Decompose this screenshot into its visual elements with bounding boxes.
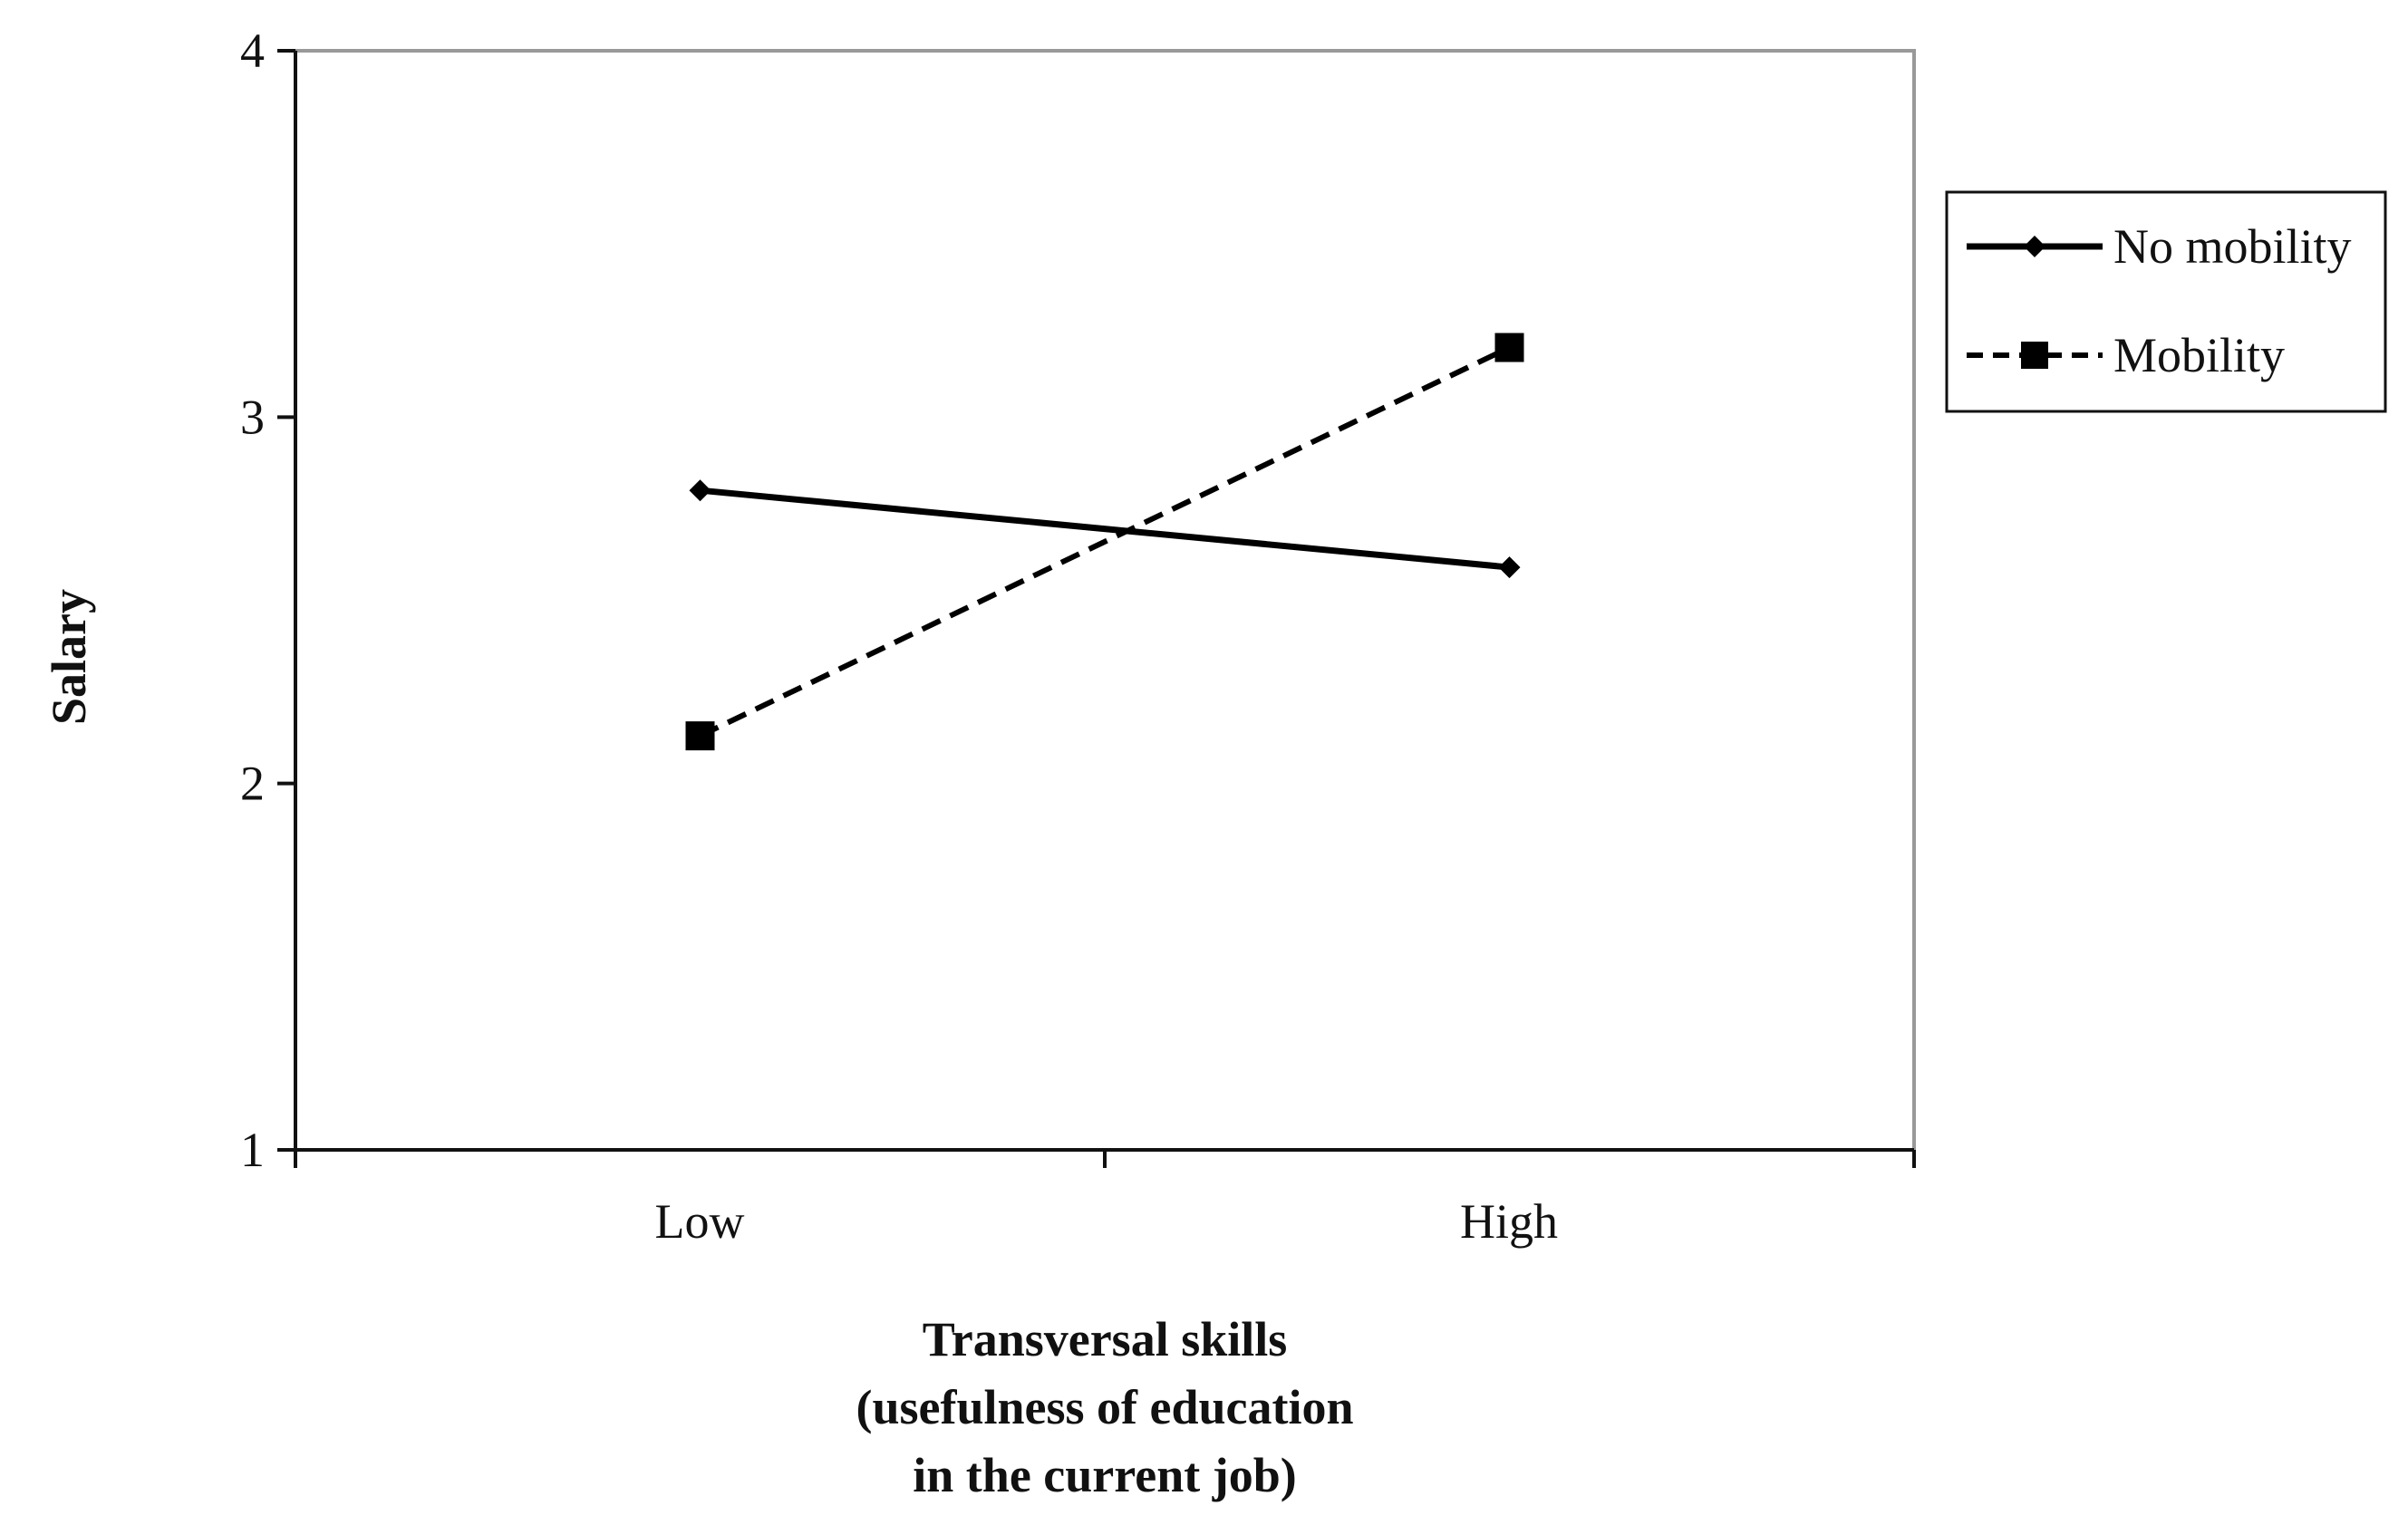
plot-frame — [294, 49, 1916, 1152]
point-no-mobility-low — [689, 479, 711, 502]
legend-box — [1945, 190, 2387, 413]
legend-label-no-mobility: No mobility — [2113, 219, 2352, 274]
y-tick-label: 4 — [240, 24, 265, 78]
x-axis-title-line-2: (usefulness of education — [856, 1380, 1353, 1434]
legend: No mobility Mobility — [1945, 190, 2387, 413]
y-axis-title: Salary — [42, 589, 96, 725]
legend-marker-no-mobility — [2024, 236, 2045, 257]
point-no-mobility-high — [1498, 556, 1521, 579]
category-label-low: Low — [655, 1194, 745, 1249]
legend-label-mobility: Mobility — [2113, 328, 2285, 382]
y-ticks: 1 2 3 4 — [240, 24, 295, 1177]
series-line-mobility — [699, 344, 1511, 738]
x-axis-title-line-1: Transversal skills — [923, 1312, 1288, 1366]
y-tick-label: 2 — [240, 757, 265, 811]
point-mobility-low — [685, 721, 715, 751]
series-layer — [685, 333, 1524, 751]
point-mobility-high — [1494, 333, 1524, 362]
y-tick-label: 3 — [240, 390, 265, 444]
series-line-no-mobility — [700, 487, 1510, 571]
y-tick-label: 1 — [240, 1123, 265, 1177]
x-axis-title-line-3: in the current job) — [913, 1448, 1296, 1502]
legend-marker-mobility — [2021, 342, 2048, 369]
x-ticks — [294, 1150, 1916, 1168]
category-label-high: High — [1460, 1194, 1558, 1249]
